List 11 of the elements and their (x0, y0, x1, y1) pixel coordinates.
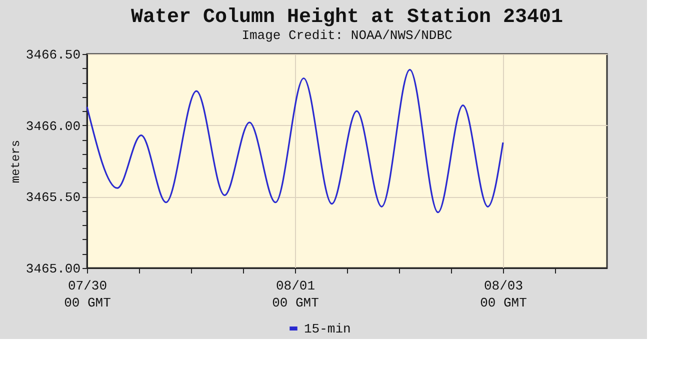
y-tick-label: 3465.50 (26, 190, 80, 206)
legend-label: 15-min (304, 322, 351, 336)
x-tick-label: 08/03 00 GMT (480, 278, 528, 310)
x-tick-label: 07/30 00 GMT (64, 278, 112, 310)
chart-subtitle: Image Credit: NOAA/NWS/NDBC (242, 28, 453, 43)
y-axis-title: meters (8, 140, 23, 184)
y-tick-label: 3466.00 (26, 118, 80, 134)
y-tick-label: 3466.50 (26, 48, 80, 62)
y-tick-label: 3465.00 (26, 262, 80, 276)
x-tick-label: 08/01 00 GMT (272, 278, 320, 310)
chart-title: Water Column Height at Station 23401 (130, 6, 564, 29)
